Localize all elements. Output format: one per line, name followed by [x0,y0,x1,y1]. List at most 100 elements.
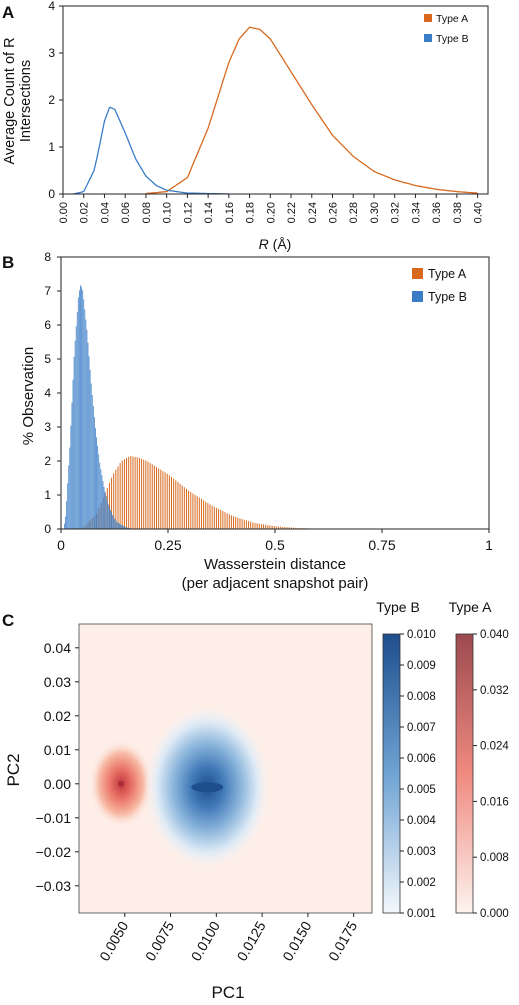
panel-c: C 0.04 0.03 0.02 0.01 0.00 −0.01 −0.02 −0.03 0.… [2,599,509,1002]
bar-type-a [141,458,143,529]
bar-type-a [126,457,128,529]
colorbar-type-a-ticks: 0.040 0.032 0.024 0.016 0.008 0.000 [473,629,509,920]
bar-type-a [254,523,256,529]
bar-type-b [71,402,73,529]
bar-type-a [263,524,265,529]
x-tick-label: 0.25 [154,537,181,553]
bar-type-b [116,521,118,529]
bar-type-a [147,461,149,529]
bar-type-b [73,356,75,529]
bar-type-a [256,523,258,529]
bar-type-b [75,326,77,529]
bar-type-b [114,518,116,529]
bar-type-a [280,526,282,529]
panel-c-x-ticks: 0.0050 0.0075 0.0100 0.0125 0.0150 0.0175 [96,913,360,964]
colorbar-tick-label: 0.005 [407,784,436,796]
legend-swatch-type-b [424,34,432,42]
y-tick-label: 2 [48,93,55,107]
bar-type-a [183,487,185,529]
panel-b-x-ticks: 0 0.25 0.5 0.75 1 [57,529,493,553]
bar-type-b [69,447,71,529]
bar-type-b [96,437,97,529]
legend-swatch-type-a [412,268,423,279]
bar-type-a [277,526,279,529]
y-tick-label: 0.01 [44,742,71,758]
bar-type-b [127,527,129,529]
bar-type-a [295,527,297,529]
bar-type-a [149,462,151,529]
bar-type-b [106,500,108,529]
colorbar-tick-label: 0.007 [407,722,436,734]
x-tick-label: 0.06 [120,202,132,223]
colorbar-tick-label: 0.001 [407,908,436,920]
colorbar-tick-label: 0.008 [480,852,509,864]
y-tick-label: 4 [48,0,55,13]
series-line-type-b [73,106,229,195]
legend-label-type-a: Type A [428,267,467,281]
bar-type-b [98,454,100,529]
panel-c-ylabel: PC2 [4,753,23,786]
bar-type-a [151,464,153,529]
bar-type-a [181,485,183,529]
bar-type-a [145,460,147,529]
bar-type-a [245,520,247,529]
legend-swatch-type-b [412,291,423,302]
x-tick-label: 0.0150 [279,918,314,963]
y-tick-label: 7 [44,284,51,298]
bar-type-a [271,525,273,529]
bar-type-b [100,469,102,529]
bar-type-a [132,456,134,529]
y-tick-label: 0.02 [44,708,71,724]
y-tick-label: −0.02 [36,844,72,860]
panel-c-xlabel: PC1 [211,983,244,1002]
colorbar-tick-label: 0.000 [480,908,509,920]
bar-type-a [119,463,121,529]
bar-type-a [213,506,215,529]
bar-type-a [252,522,254,529]
panel-b-legend: Type A Type B [412,267,467,304]
bar-type-b [101,475,103,529]
x-tick-label: 1 [485,537,493,553]
bar-type-a [248,521,250,529]
x-tick-label: 0.75 [368,537,395,553]
legend-label-type-a: Type A [436,13,468,25]
y-tick-label: 5 [44,352,51,366]
bar-type-a [143,459,145,529]
bar-type-a [175,480,177,529]
x-tick-label: 0.32 [390,202,402,223]
panel-b-y-ticks: 0 1 2 3 4 5 6 7 8 [44,250,61,536]
y-tick-label: 0.03 [44,674,71,690]
bar-type-a [286,527,288,529]
x-tick-label: 0.30 [369,202,381,223]
y-tick-label: 0.00 [44,776,71,792]
colorbar-title-type-b: Type B [376,599,420,615]
bar-type-a [113,473,115,529]
bar-type-b [87,342,89,529]
series-line-type-a [145,26,478,195]
bar-type-b [118,523,120,529]
bar-type-b [122,525,124,529]
x-tick-label: 0.16 [224,202,236,223]
bar-type-a [275,526,277,529]
panel-b-xlabel-line1: Wasserstein distance [204,556,346,573]
legend-swatch-type-a [424,14,432,22]
panel-b-frame [60,256,490,530]
x-tick-label: 0.08 [141,202,153,223]
bar-type-b [111,512,112,529]
bar-type-b [102,481,104,529]
bar-type-a [138,457,140,529]
bar-type-a [128,456,130,529]
bar-type-a [215,507,217,529]
bar-type-a [153,465,155,529]
bar-type-a [265,524,267,529]
bar-type-a [282,526,284,529]
bar-type-a [177,482,179,529]
x-tick-label: 0.40 [473,202,485,223]
bar-type-a [267,525,269,529]
panel-label-c: C [2,611,14,630]
x-tick-label: 0.38 [452,202,464,223]
colorbar-tick-label: 0.032 [480,685,509,697]
bar-type-a [211,505,213,529]
bar-type-b [105,495,107,529]
